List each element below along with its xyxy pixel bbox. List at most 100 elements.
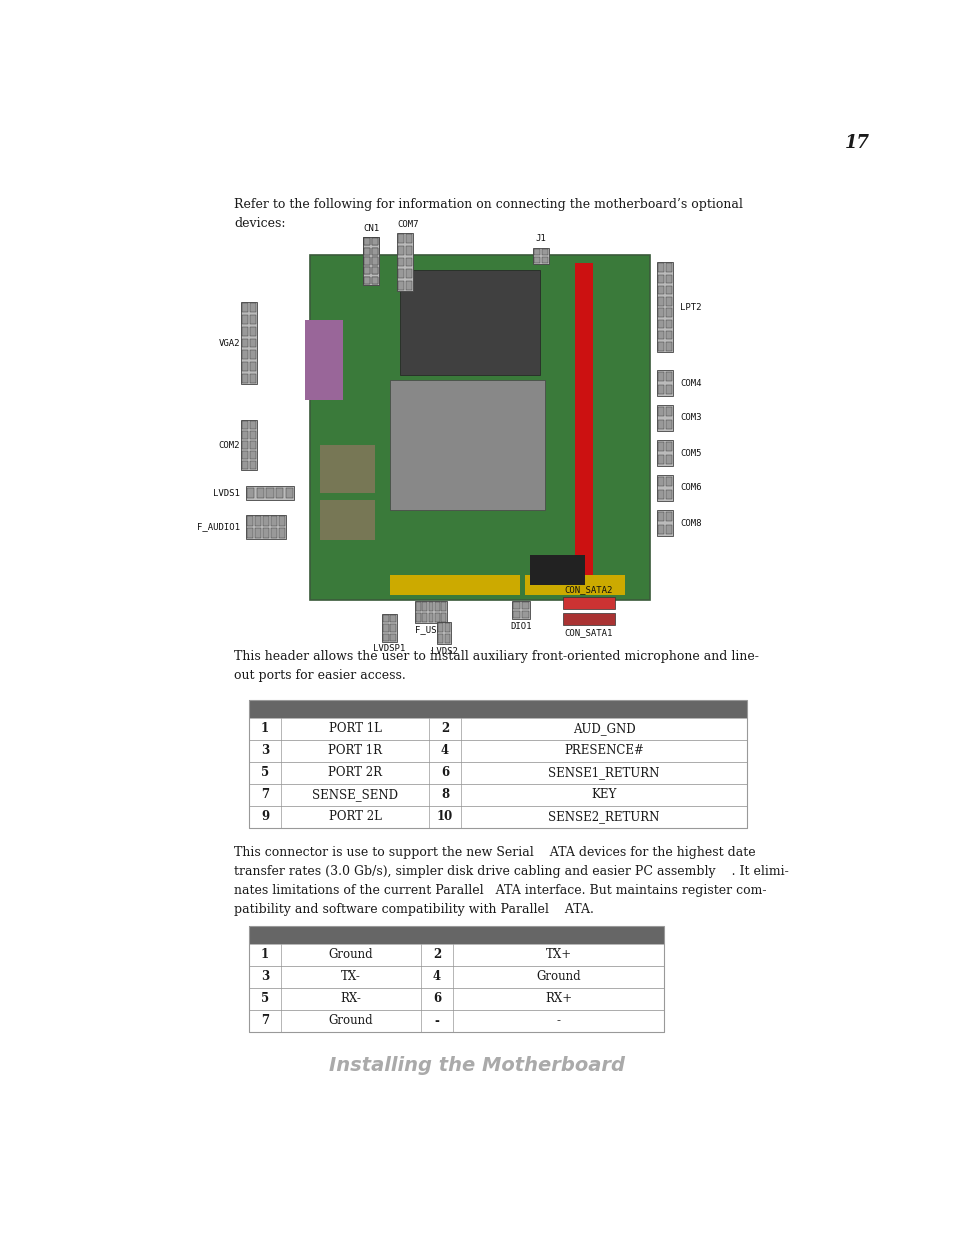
Text: 4: 4 bbox=[433, 971, 440, 983]
Text: DIO1: DIO1 bbox=[510, 622, 531, 631]
Text: KEY: KEY bbox=[591, 788, 616, 802]
Bar bbox=[250, 461, 255, 469]
Bar bbox=[271, 529, 276, 537]
Bar bbox=[658, 384, 663, 394]
Bar bbox=[665, 489, 671, 499]
Bar bbox=[390, 380, 544, 510]
Bar bbox=[242, 351, 248, 359]
Bar bbox=[363, 237, 378, 285]
Text: 6: 6 bbox=[440, 767, 449, 779]
Text: COM8: COM8 bbox=[679, 519, 700, 527]
Bar bbox=[658, 320, 663, 329]
Text: AUD_GND: AUD_GND bbox=[572, 722, 635, 736]
Text: COM4: COM4 bbox=[679, 378, 700, 388]
Bar bbox=[390, 576, 519, 595]
Text: F_USB1: F_USB1 bbox=[415, 625, 447, 634]
Bar bbox=[364, 248, 370, 256]
Bar bbox=[657, 440, 672, 466]
Text: 5: 5 bbox=[261, 993, 269, 1005]
Text: 9: 9 bbox=[261, 810, 269, 824]
Bar bbox=[242, 451, 248, 458]
Bar bbox=[249, 926, 663, 944]
Bar bbox=[247, 529, 253, 537]
Bar bbox=[372, 277, 377, 284]
Bar bbox=[562, 613, 615, 625]
Bar bbox=[521, 611, 528, 618]
Bar bbox=[249, 1010, 663, 1032]
Bar bbox=[533, 248, 548, 264]
Bar bbox=[278, 529, 285, 537]
Bar bbox=[658, 442, 663, 452]
Bar bbox=[250, 451, 255, 458]
Bar bbox=[250, 315, 255, 324]
Bar bbox=[658, 454, 663, 464]
Text: Ground: Ground bbox=[329, 1014, 373, 1028]
Bar bbox=[250, 304, 255, 312]
Text: PRESENCE#: PRESENCE# bbox=[563, 745, 643, 757]
Bar bbox=[249, 700, 746, 827]
Text: J1: J1 bbox=[535, 233, 546, 243]
Bar bbox=[364, 267, 370, 274]
Bar bbox=[436, 622, 451, 643]
Bar bbox=[305, 320, 343, 400]
Text: TX-: TX- bbox=[341, 971, 360, 983]
Bar bbox=[521, 603, 528, 609]
Bar bbox=[657, 510, 672, 536]
Bar bbox=[428, 603, 433, 610]
Bar bbox=[249, 740, 746, 762]
Text: PORT 1L: PORT 1L bbox=[328, 722, 381, 736]
Bar bbox=[364, 277, 370, 284]
Bar bbox=[524, 576, 624, 595]
Bar bbox=[364, 248, 370, 256]
Bar bbox=[363, 237, 378, 285]
Bar bbox=[249, 806, 746, 827]
Text: SENSE1_RETURN: SENSE1_RETURN bbox=[548, 767, 659, 779]
Text: LPT2: LPT2 bbox=[679, 303, 700, 311]
Bar bbox=[665, 511, 671, 521]
Bar bbox=[415, 601, 447, 622]
Bar bbox=[249, 944, 663, 966]
Bar bbox=[422, 603, 427, 610]
Bar bbox=[242, 374, 248, 383]
Bar bbox=[254, 529, 261, 537]
Bar bbox=[278, 516, 285, 526]
Bar bbox=[658, 525, 663, 535]
Bar bbox=[658, 406, 663, 416]
Bar bbox=[242, 431, 248, 438]
Bar bbox=[372, 257, 377, 264]
Text: 1: 1 bbox=[261, 948, 269, 962]
Text: LVDS1: LVDS1 bbox=[213, 489, 240, 498]
Text: LVDSP1: LVDSP1 bbox=[373, 643, 405, 653]
Bar bbox=[242, 461, 248, 469]
Bar bbox=[530, 555, 584, 585]
Bar bbox=[657, 370, 672, 396]
Bar bbox=[250, 431, 255, 438]
Bar bbox=[364, 277, 370, 284]
Bar bbox=[406, 258, 412, 267]
Bar bbox=[372, 248, 377, 256]
Bar bbox=[435, 614, 439, 621]
Text: F_AUDIO1: F_AUDIO1 bbox=[196, 522, 240, 531]
Bar bbox=[249, 926, 663, 1032]
Text: COM5: COM5 bbox=[679, 448, 700, 457]
Bar bbox=[658, 309, 663, 317]
Bar bbox=[250, 441, 255, 448]
Bar bbox=[242, 362, 248, 370]
Text: Ground: Ground bbox=[329, 948, 373, 962]
Bar bbox=[665, 477, 671, 487]
Text: 8: 8 bbox=[440, 788, 449, 802]
Bar bbox=[390, 625, 395, 631]
Bar bbox=[657, 262, 672, 352]
Bar bbox=[319, 445, 375, 493]
Text: Refer to the following for information on connecting the motherboard’s optional
: Refer to the following for information o… bbox=[233, 198, 742, 230]
Bar bbox=[247, 516, 253, 526]
Bar bbox=[658, 477, 663, 487]
Bar bbox=[319, 500, 375, 540]
Bar bbox=[665, 525, 671, 535]
Bar bbox=[513, 603, 519, 609]
Text: -: - bbox=[556, 1014, 560, 1028]
Bar bbox=[665, 274, 671, 283]
Bar bbox=[658, 511, 663, 521]
Bar bbox=[246, 487, 294, 500]
Text: 2: 2 bbox=[440, 722, 449, 736]
